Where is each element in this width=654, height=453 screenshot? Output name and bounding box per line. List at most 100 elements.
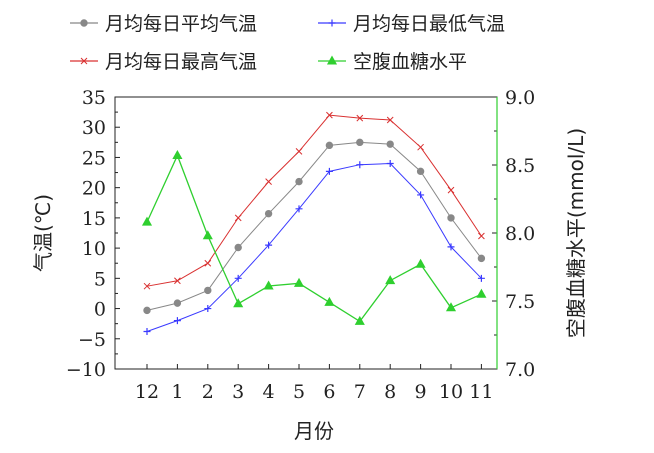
x-tick-label: 3 — [232, 381, 244, 403]
data-point — [356, 138, 364, 147]
data-point — [263, 280, 274, 290]
y-tick-label-left: 15 — [82, 208, 106, 230]
data-point — [447, 214, 455, 222]
data-point — [325, 167, 333, 175]
data-point — [324, 296, 335, 306]
series-line-0 — [146, 141, 482, 311]
x-tick-label: 1 — [171, 381, 183, 403]
plot-frame — [114, 96, 498, 370]
legend-label: 月均每日最高气温 — [105, 51, 257, 73]
data-point — [415, 258, 426, 268]
data-point — [417, 143, 424, 151]
data-point — [477, 254, 486, 263]
series-line-1 — [146, 162, 482, 332]
x-axis-title: 月份 — [294, 419, 334, 443]
x-tick-label: 12 — [135, 381, 159, 403]
data-point — [204, 305, 212, 313]
data-point — [445, 302, 457, 312]
series-2 — [143, 111, 485, 290]
data-point — [477, 274, 485, 282]
data-point — [295, 177, 303, 186]
data-point — [416, 167, 425, 176]
data-point — [476, 288, 487, 298]
x-tick-label: 11 — [469, 381, 493, 403]
data-point — [143, 306, 151, 315]
y-tick-label-left: 30 — [82, 117, 106, 139]
y-tick-label-left: 5 — [94, 268, 106, 290]
data-point — [233, 298, 244, 308]
data-point — [141, 216, 153, 226]
y-tick-label-left: 25 — [82, 147, 106, 169]
y-tick-label-right: 7.0 — [505, 359, 535, 381]
data-point — [202, 230, 213, 240]
y-tick-label-left: 0 — [94, 299, 106, 321]
data-point — [295, 205, 303, 213]
y-tick-label-right: 7.5 — [505, 291, 535, 313]
data-point — [293, 277, 305, 287]
y-axis-right-title: 空腹血糖水平(mmol/L) — [564, 128, 588, 338]
data-point — [174, 277, 181, 285]
data-point — [173, 299, 182, 307]
series-3 — [141, 149, 487, 325]
data-point — [173, 317, 181, 325]
data-point — [447, 186, 455, 194]
y-tick-label-right: 8.5 — [505, 155, 535, 177]
data-point — [386, 140, 394, 148]
data-point — [354, 315, 365, 325]
data-point — [234, 274, 242, 282]
series-line-2 — [146, 114, 482, 287]
y-tick-label-left: −5 — [78, 329, 106, 351]
data-point — [234, 214, 242, 222]
y-tick-label-left: −10 — [66, 359, 106, 381]
legend-label: 月均每日平均气温 — [105, 13, 257, 35]
data-point — [143, 282, 151, 290]
data-point — [325, 141, 334, 150]
series-line-3 — [146, 153, 482, 323]
data-point — [478, 232, 485, 240]
legend-swatch-marker — [326, 55, 338, 65]
legend-item: 月均每日最低气温 — [318, 13, 505, 35]
legend-item: 月均每日平均气温 — [70, 13, 257, 35]
data-point — [447, 243, 455, 251]
y-tick-label-left: 20 — [82, 178, 106, 200]
data-point — [143, 328, 151, 336]
y-axis-left-title: 气温(℃) — [31, 194, 55, 272]
legend-item: 月均每日最高气温 — [70, 51, 257, 73]
legend-swatch-marker — [80, 57, 88, 65]
y-tick-label-right: 8.0 — [505, 223, 535, 245]
data-point — [356, 161, 364, 169]
x-tick-label: 5 — [293, 381, 305, 403]
x-tick-label: 9 — [415, 381, 427, 403]
data-point — [204, 259, 212, 267]
data-point — [326, 111, 333, 119]
legend-label: 空腹血糖水平 — [353, 51, 467, 73]
data-point — [385, 275, 396, 285]
data-point — [356, 114, 364, 122]
data-point — [264, 209, 273, 218]
data-point — [172, 149, 183, 159]
data-point — [386, 159, 394, 167]
series-1 — [143, 159, 485, 336]
x-tick-label: 8 — [384, 381, 396, 403]
legend-item: 空腹血糖水平 — [318, 51, 467, 73]
data-point — [265, 241, 273, 249]
y-tick-label-left: 10 — [82, 238, 106, 260]
data-point — [295, 148, 303, 155]
legend-swatch-marker — [80, 19, 88, 27]
x-tick-label: 7 — [354, 381, 366, 403]
x-tick-label: 2 — [202, 381, 214, 403]
data-point — [265, 178, 272, 185]
y-tick-label-right: 9.0 — [505, 87, 535, 109]
data-point — [386, 116, 394, 124]
x-tick-label: 10 — [439, 381, 463, 403]
y-tick-label-left: 35 — [82, 87, 106, 109]
x-tick-label: 4 — [263, 381, 275, 403]
series-0 — [143, 138, 486, 315]
x-tick-label: 6 — [323, 381, 335, 403]
legend-swatch-marker — [328, 19, 336, 27]
series-layer — [141, 111, 487, 336]
data-point — [234, 243, 242, 252]
